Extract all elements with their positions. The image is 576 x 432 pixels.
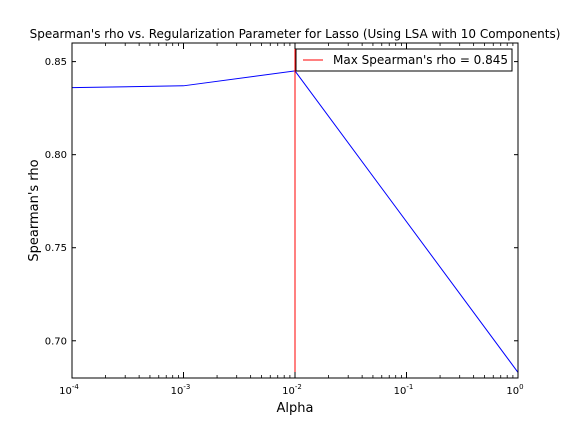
y-tick-label: 0.70 — [45, 336, 67, 347]
y-tick-label: 0.75 — [45, 243, 67, 254]
y-tick-label: 0.80 — [45, 150, 67, 161]
series-line-0 — [71, 70, 519, 373]
x-tick-label: 10-3 — [171, 383, 191, 397]
y-tick-label: 0.85 — [45, 57, 67, 68]
chart-title: Spearman's rho vs. Regularization Parame… — [30, 27, 561, 41]
legend-box — [295, 48, 513, 72]
x-tick-label: 10-1 — [394, 383, 414, 397]
x-axis-label: Alpha — [277, 401, 314, 416]
y-axis-label: Spearman's rho — [27, 159, 42, 261]
legend: Max Spearman's rho = 0.845 — [295, 48, 513, 72]
x-tick-label: 100 — [506, 383, 523, 397]
x-tick-label: 10-4 — [59, 383, 79, 397]
axis-ticks: 0.70 0.75 0.80 0.85 10-4 10-3 10-2 10-1 100 — [45, 43, 524, 397]
legend-label-max: Max Spearman's rho = 0.845 — [333, 53, 508, 67]
x-tick-label: 10-2 — [282, 383, 302, 397]
plot-area — [71, 43, 519, 378]
